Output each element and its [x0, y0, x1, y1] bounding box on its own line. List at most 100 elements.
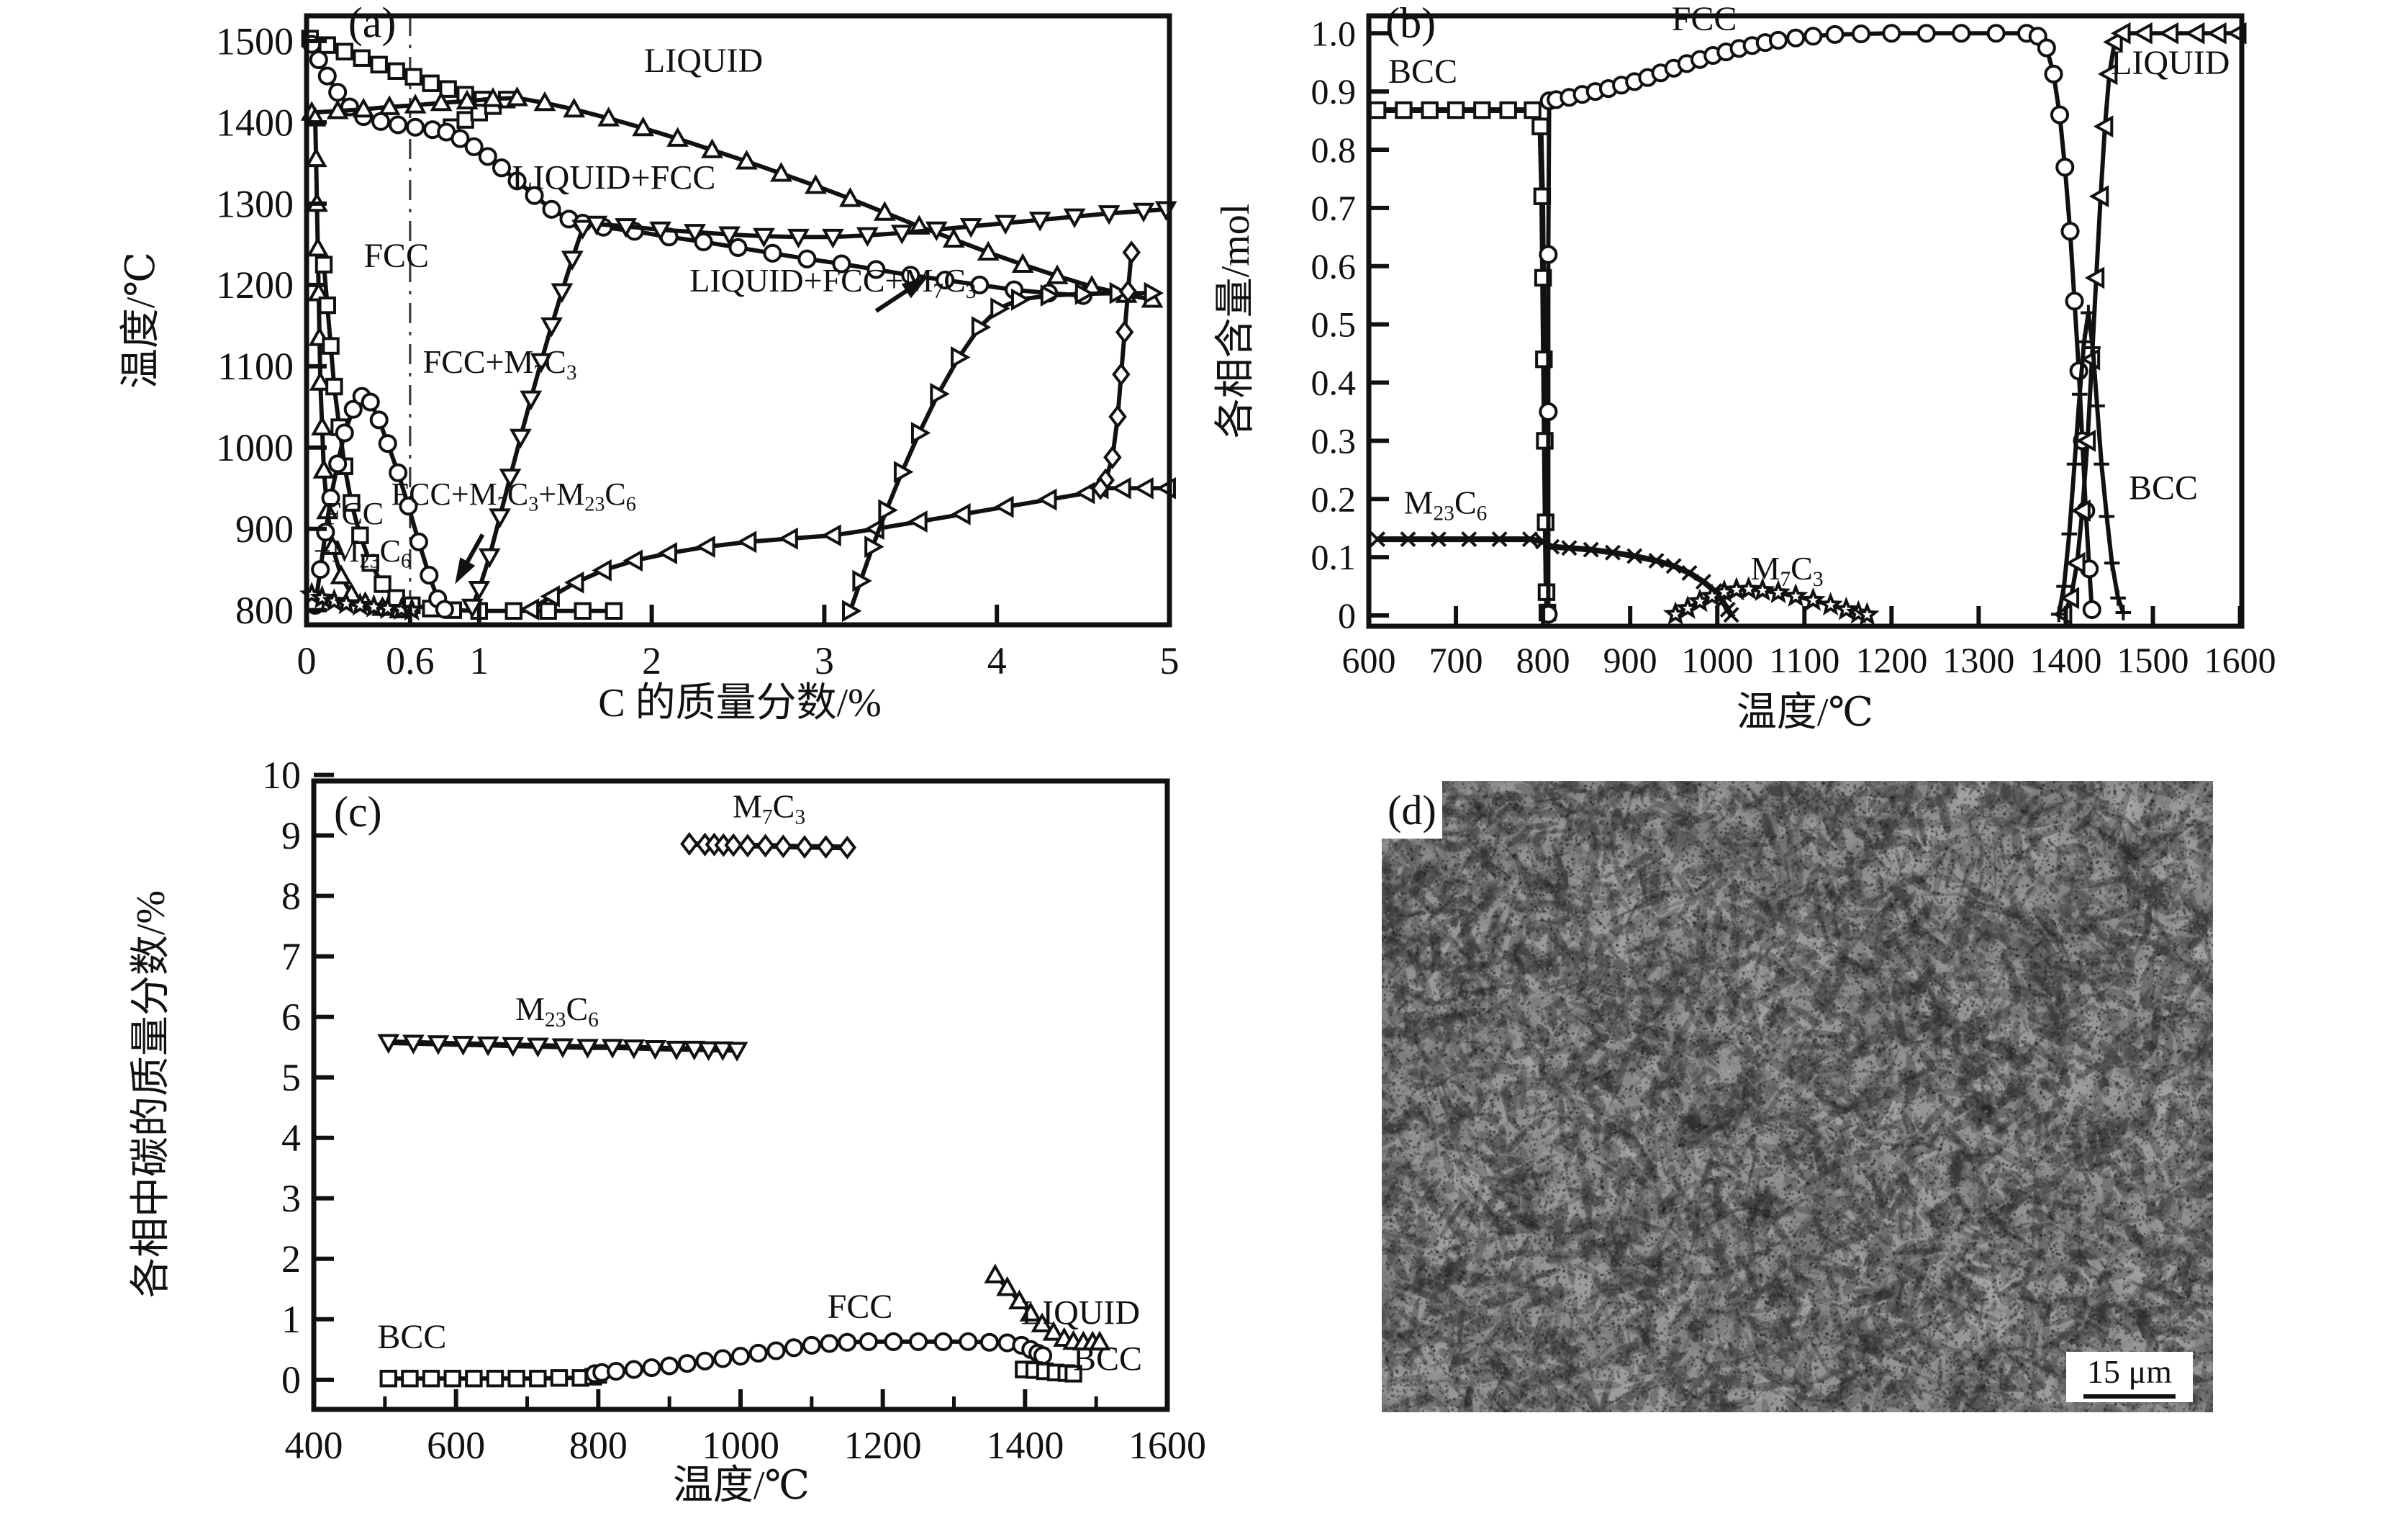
y-tick-label: 0 — [281, 1358, 301, 1401]
annotation-arrow — [874, 276, 928, 313]
series-m7c3-solvus-left — [461, 220, 594, 619]
region-label: FCC+M7C3 — [423, 343, 577, 384]
region-label: LIQUID — [644, 42, 763, 80]
x-tick-label: 700 — [1429, 640, 1483, 680]
series-diamond-boundary — [1091, 240, 1141, 500]
region-label: M7C3 — [1751, 550, 1824, 591]
region-label: (a) — [348, 0, 397, 46]
panel-a-group: 0 0.6 1 2 3 4 5 800 900 1000 1100 1200 1300 1400 1500 C… — [119, 0, 1180, 726]
region-label: FCC — [828, 1288, 893, 1326]
y-axis-title: 各相含量/mol — [1213, 204, 1258, 439]
y-tick-label: 9 — [281, 814, 301, 857]
x-axis-title: 温度/℃ — [673, 1463, 810, 1508]
x-tick-label: 1200 — [844, 1424, 922, 1467]
y-tick-label: 7 — [281, 935, 301, 978]
y-tick-label: 10 — [262, 754, 301, 797]
annotation-arrow — [455, 533, 485, 584]
region-label: FCC — [1672, 0, 1737, 38]
x-tick-label: 4 — [987, 639, 1007, 682]
x-tick-label: 600 — [1342, 640, 1396, 680]
series-liquidus-main — [300, 86, 1164, 308]
x-tick-label: 1500 — [2117, 640, 2189, 680]
region-label: BCC — [1073, 1340, 1142, 1378]
series-fcc — [1539, 24, 2101, 624]
y-tick-label: 0.1 — [1311, 537, 1357, 577]
panel-a-phase-diagram: 0 0.6 1 2 3 4 5 800 900 1000 1100 1200 1300 1400 1500 C… — [119, 0, 1180, 726]
y-tick-label: 0.3 — [1311, 420, 1357, 461]
region-label: LIQUID — [2111, 44, 2230, 82]
region-label: BCC — [1388, 53, 1457, 91]
series-m7c3 — [680, 831, 856, 859]
series-right-rising-boundary — [842, 281, 1164, 623]
panel-d-label-text: (d) — [1388, 786, 1436, 834]
y-tick-label: 3 — [281, 1177, 301, 1220]
y-tick-label: 0.5 — [1311, 304, 1357, 345]
region-label: +M23C6 — [314, 533, 412, 573]
y-tick-label: 1500 — [216, 19, 294, 63]
micrograph-image — [1382, 781, 2213, 1412]
region-label: (b) — [1385, 0, 1436, 47]
y-tick-label: 1000 — [216, 426, 294, 469]
y-tick-label: 0.6 — [1311, 246, 1357, 286]
x-axis-title: C 的质量分数/% — [598, 681, 882, 726]
x-tick-label: 5 — [1160, 639, 1180, 682]
x-tick-label: 0.6 — [386, 639, 435, 682]
x-tick-label: 1 — [469, 639, 489, 682]
y-tick-label: 6 — [281, 995, 301, 1039]
panel-c-group: 400 600 800 1000 1200 1400 1600 0 1 2 3 4 5 6 7 8 9 10 温度/… — [129, 754, 1206, 1508]
x-tick-label: 900 — [1603, 640, 1657, 680]
region-label: LIQUID — [1021, 1294, 1140, 1332]
x-tick-label: 3 — [815, 639, 834, 682]
y-tick-label: 0 — [1338, 595, 1356, 636]
y-tick-label: 900 — [235, 507, 294, 551]
series-solidus-right — [594, 217, 1093, 305]
y-tick-label: 0.9 — [1311, 71, 1357, 112]
y-tick-label: 0.4 — [1311, 363, 1357, 403]
panel-c-carbon-fraction-chart: 400 600 800 1000 1200 1400 1600 0 1 2 3 4 5 6 7 8 9 10 温度/… — [129, 754, 1206, 1508]
y-axis-title: 温度/℃ — [119, 252, 163, 389]
scale-bar-text: 15 μm — [2087, 1353, 2172, 1390]
y-tick-label: 2 — [281, 1237, 301, 1281]
y-tick-label: 0.2 — [1311, 479, 1357, 519]
series-liquid — [984, 1263, 1111, 1351]
region-label: FCC — [363, 237, 429, 275]
y-tick-label: 0.8 — [1311, 130, 1357, 170]
region-label: (c) — [334, 788, 382, 836]
y-tick-label: 800 — [235, 589, 294, 632]
y-tick-label: 4 — [281, 1116, 301, 1160]
series-bcc-high — [1015, 1360, 1082, 1383]
series-liquid — [2052, 22, 2247, 626]
x-tick-label: 0 — [297, 639, 317, 682]
scale-bar-line — [2083, 1394, 2176, 1399]
y-tick-label: 5 — [281, 1056, 301, 1099]
y-tick-label: 1 — [281, 1298, 301, 1341]
x-tick-label: 1600 — [2204, 640, 2276, 680]
x-tick-label: 1600 — [1128, 1424, 1206, 1467]
x-tick-label: 600 — [427, 1424, 485, 1467]
y-tick-label: 1300 — [216, 182, 294, 225]
panel-b-group: 600 700 800 900 1000 1100 1200 1300 1400 1500 1600… — [1213, 0, 2276, 735]
y-tick-label: 1.0 — [1311, 13, 1357, 53]
y-axis-title: 各相中碳的质量分数/% — [129, 890, 173, 1298]
region-label: BCC — [377, 1318, 446, 1356]
panel-b-phase-fraction-chart: 600 700 800 900 1000 1100 1200 1300 1400 1500 1600… — [1213, 0, 2276, 735]
series-bcc-low — [379, 1365, 607, 1388]
x-tick-label: 1000 — [702, 1424, 779, 1467]
y-tick-label: 1200 — [216, 263, 294, 307]
series-fcc — [585, 1332, 1053, 1383]
series-m23c6 — [377, 1034, 748, 1062]
region-label: M7C3 — [733, 787, 805, 829]
x-tick-label: 1400 — [2029, 640, 2101, 680]
series-eutectic-upper — [585, 201, 1177, 249]
x-axis-title: 温度/℃ — [1737, 690, 1873, 735]
x-tick-label: 400 — [285, 1424, 343, 1467]
plot-border — [304, 13, 1172, 628]
x-tick-label: 1200 — [1855, 640, 1927, 680]
x-tick-label: 800 — [569, 1424, 628, 1467]
series-m7c3 — [1662, 576, 1880, 626]
y-tick-label: 8 — [281, 875, 301, 918]
x-tick-label: 1000 — [1681, 640, 1753, 680]
panel-d-label: (d) — [1382, 781, 1442, 839]
series-solidus-left — [302, 35, 592, 233]
